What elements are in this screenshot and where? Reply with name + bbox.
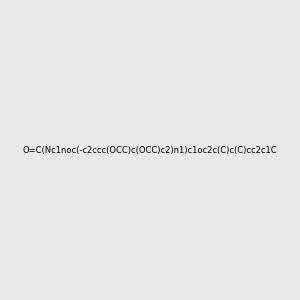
Text: O=C(Nc1noc(-c2ccc(OCC)c(OCC)c2)n1)c1oc2c(C)c(C)cc2c1C: O=C(Nc1noc(-c2ccc(OCC)c(OCC)c2)n1)c1oc2c… bbox=[23, 146, 277, 154]
